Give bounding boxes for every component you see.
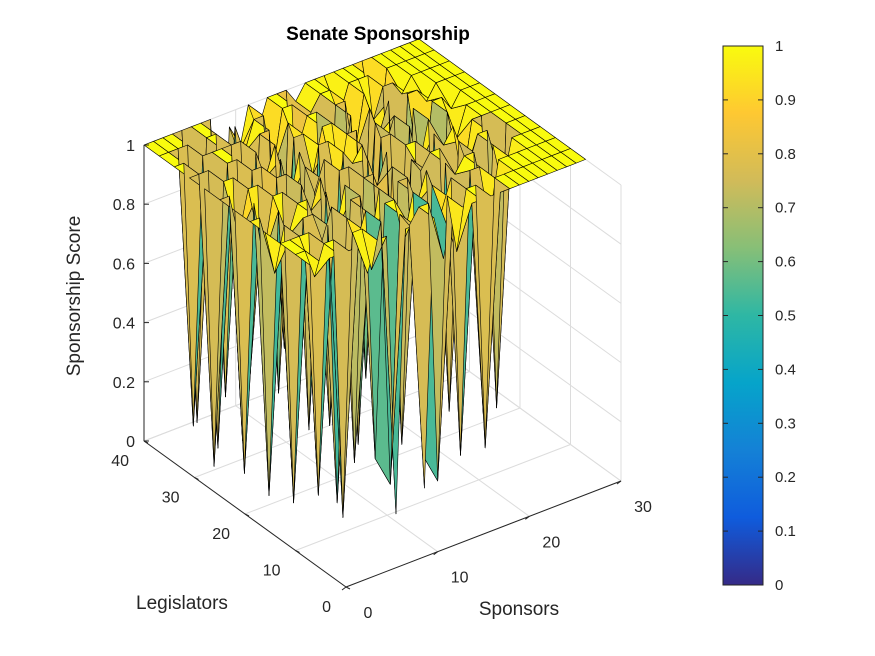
colorbar-tick-label: 0 <box>775 577 783 594</box>
surface-mesh <box>143 38 586 518</box>
colorbar-tick-label: 0.4 <box>775 361 796 378</box>
y-tick-mark <box>194 477 199 480</box>
colorbar-tick-label: 0.1 <box>775 523 796 540</box>
x-tick-label: 10 <box>451 570 469 587</box>
colorbar-tick-label: 0.5 <box>775 308 796 325</box>
colorbar-tick-label: 0.2 <box>775 469 796 486</box>
x-tick-label: 30 <box>634 499 652 516</box>
colorbar-ticks: 0 0.1 0.2 0.3 0.4 0.5 0.6 0.7 0.8 0.9 1 <box>723 38 796 594</box>
x-tick-mark <box>341 586 347 591</box>
axes-ticks: 0 10 20 30 0 10 20 30 40 0 0.2 0.4 0.6 0.8 1 <box>111 138 652 622</box>
x-tick-label: 20 <box>542 534 560 551</box>
x-tick-label: 0 <box>364 605 373 622</box>
x-axis-label: Sponsors <box>479 599 559 620</box>
z-tick-label: 1 <box>126 138 135 155</box>
z-tick-label: 0.6 <box>113 256 135 273</box>
z-tick-label: 0.8 <box>113 197 135 214</box>
y-tick-label: 30 <box>162 490 180 507</box>
y-tick-label: 10 <box>263 563 281 580</box>
colorbar-tick-label: 0.9 <box>775 92 796 109</box>
colorbar-tick-label: 0.7 <box>775 200 796 217</box>
y-tick-label: 0 <box>322 599 331 616</box>
surface-cell <box>560 148 586 164</box>
chart-title: Senate Sponsorship <box>286 24 470 45</box>
colorbar-tick-label: 0.8 <box>775 146 796 163</box>
colorbar-tick-label: 0.3 <box>775 415 796 432</box>
colorbar-tick-label: 0.6 <box>775 254 796 271</box>
z-tick-label: 0.2 <box>113 375 135 392</box>
x-tick-mark <box>525 515 530 520</box>
y-tick-mark <box>295 550 300 553</box>
y-axis-label: Legislators <box>136 593 228 614</box>
x-tick-mark <box>616 480 622 485</box>
colorbar <box>722 45 764 586</box>
x-tick-mark <box>433 551 438 556</box>
x-axis-line <box>345 480 622 588</box>
y-tick-label: 20 <box>212 526 230 543</box>
grid-line-z-right <box>418 334 622 482</box>
z-tick-label: 0 <box>126 434 135 451</box>
y-tick-mark <box>345 586 351 590</box>
grid-line-y-floor <box>295 444 571 551</box>
z-tick-label: 0.4 <box>113 316 135 333</box>
z-axis-label: Sponsorship Score <box>64 216 85 377</box>
colorbar-tick-label: 1 <box>775 38 783 55</box>
y-tick-mark <box>244 513 250 517</box>
y-tick-label: 40 <box>111 453 129 470</box>
